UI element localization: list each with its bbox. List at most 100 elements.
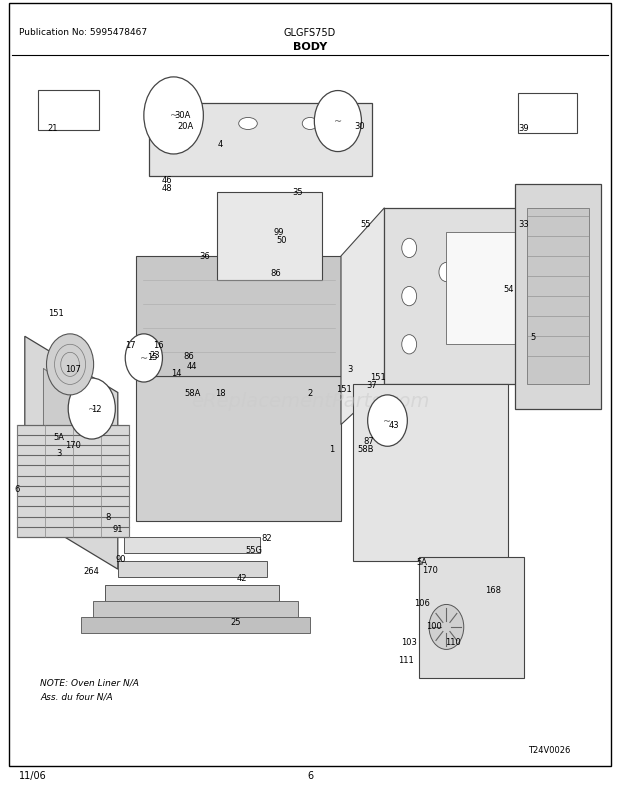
Text: 50: 50: [277, 236, 287, 245]
Text: 37: 37: [366, 380, 378, 390]
Text: 5A: 5A: [416, 557, 427, 566]
Text: 5: 5: [531, 332, 536, 342]
FancyBboxPatch shape: [518, 94, 577, 134]
Text: 48: 48: [162, 184, 173, 193]
Text: 54: 54: [503, 284, 513, 294]
Text: 58A: 58A: [184, 388, 200, 398]
Polygon shape: [341, 209, 384, 425]
Circle shape: [68, 379, 115, 439]
Text: 30A: 30A: [175, 111, 191, 120]
Text: 106: 106: [414, 598, 430, 608]
Polygon shape: [515, 184, 601, 409]
Polygon shape: [124, 537, 260, 553]
Text: 151: 151: [336, 384, 352, 394]
Polygon shape: [384, 209, 546, 385]
Text: 6: 6: [15, 484, 20, 494]
Polygon shape: [149, 104, 372, 176]
Text: 151: 151: [370, 372, 386, 382]
Circle shape: [368, 395, 407, 447]
Text: eReplacementParts.com: eReplacementParts.com: [191, 391, 429, 411]
Circle shape: [402, 335, 417, 354]
Text: 44: 44: [187, 362, 197, 371]
Text: 168: 168: [485, 585, 501, 594]
Text: 43: 43: [388, 420, 399, 430]
Text: 151: 151: [48, 308, 64, 318]
Text: NOTE: Oven Liner N/A: NOTE: Oven Liner N/A: [40, 678, 139, 687]
Text: 30: 30: [354, 121, 365, 131]
Text: 46: 46: [162, 176, 173, 185]
Text: 25: 25: [231, 617, 241, 626]
Text: 107: 107: [65, 364, 81, 374]
Polygon shape: [118, 561, 267, 577]
Polygon shape: [527, 209, 589, 385]
Polygon shape: [25, 337, 118, 569]
Text: 90: 90: [116, 554, 126, 564]
Circle shape: [402, 287, 417, 306]
Circle shape: [314, 91, 361, 152]
Ellipse shape: [239, 118, 257, 131]
Text: 87: 87: [363, 436, 374, 446]
Text: 91: 91: [113, 525, 123, 534]
Text: 42: 42: [237, 573, 247, 582]
Circle shape: [125, 334, 162, 383]
Polygon shape: [353, 385, 508, 561]
Text: 6: 6: [307, 770, 313, 780]
Text: T24V0026: T24V0026: [528, 745, 570, 754]
Text: 15: 15: [147, 352, 157, 362]
Text: 21: 21: [48, 124, 58, 133]
Text: 23: 23: [149, 350, 161, 360]
Text: 20A: 20A: [178, 121, 194, 131]
Circle shape: [429, 605, 464, 650]
Text: 170: 170: [422, 565, 438, 574]
Text: BODY: BODY: [293, 42, 327, 51]
Text: 39: 39: [518, 124, 529, 133]
Text: ~: ~: [87, 404, 96, 414]
Text: 3: 3: [348, 364, 353, 374]
FancyBboxPatch shape: [418, 557, 524, 678]
Text: 35: 35: [292, 188, 303, 197]
Text: 111: 111: [398, 654, 414, 664]
Polygon shape: [217, 192, 322, 281]
Text: 18: 18: [215, 388, 226, 398]
Text: GLGFS75D: GLGFS75D: [284, 28, 336, 38]
Text: 17: 17: [125, 340, 136, 350]
Circle shape: [476, 263, 491, 282]
Polygon shape: [17, 425, 129, 537]
Ellipse shape: [341, 118, 353, 131]
Text: 58B: 58B: [358, 444, 374, 454]
Text: ~: ~: [383, 416, 392, 426]
FancyBboxPatch shape: [38, 91, 99, 131]
Text: 8: 8: [106, 512, 111, 522]
Text: 170: 170: [65, 440, 81, 450]
Ellipse shape: [303, 118, 317, 131]
Text: 82: 82: [261, 533, 272, 542]
Text: 14: 14: [172, 368, 182, 378]
Polygon shape: [136, 377, 341, 521]
Text: Publication No: 5995478467: Publication No: 5995478467: [19, 28, 147, 37]
Text: 12: 12: [91, 404, 101, 414]
Polygon shape: [105, 585, 279, 602]
Text: 55G: 55G: [246, 545, 263, 554]
Polygon shape: [136, 257, 341, 377]
Circle shape: [402, 239, 417, 258]
Polygon shape: [446, 233, 527, 345]
Polygon shape: [43, 369, 99, 521]
Circle shape: [46, 334, 94, 395]
Circle shape: [144, 78, 203, 155]
Text: 103: 103: [401, 637, 417, 646]
Text: 3: 3: [56, 448, 61, 458]
Text: 264: 264: [84, 566, 100, 576]
Text: 55: 55: [361, 220, 371, 229]
Text: 5A: 5A: [53, 432, 64, 442]
Ellipse shape: [185, 118, 200, 131]
Text: 2: 2: [308, 388, 312, 398]
Text: 110: 110: [445, 637, 461, 646]
Text: 99: 99: [274, 228, 284, 237]
Text: 36: 36: [199, 252, 210, 261]
Text: ~: ~: [169, 111, 178, 121]
Text: 11/06: 11/06: [19, 770, 46, 780]
Polygon shape: [93, 602, 298, 618]
Text: 86: 86: [270, 268, 281, 277]
Circle shape: [439, 263, 454, 282]
Text: Ass. du four N/A: Ass. du four N/A: [40, 691, 113, 700]
